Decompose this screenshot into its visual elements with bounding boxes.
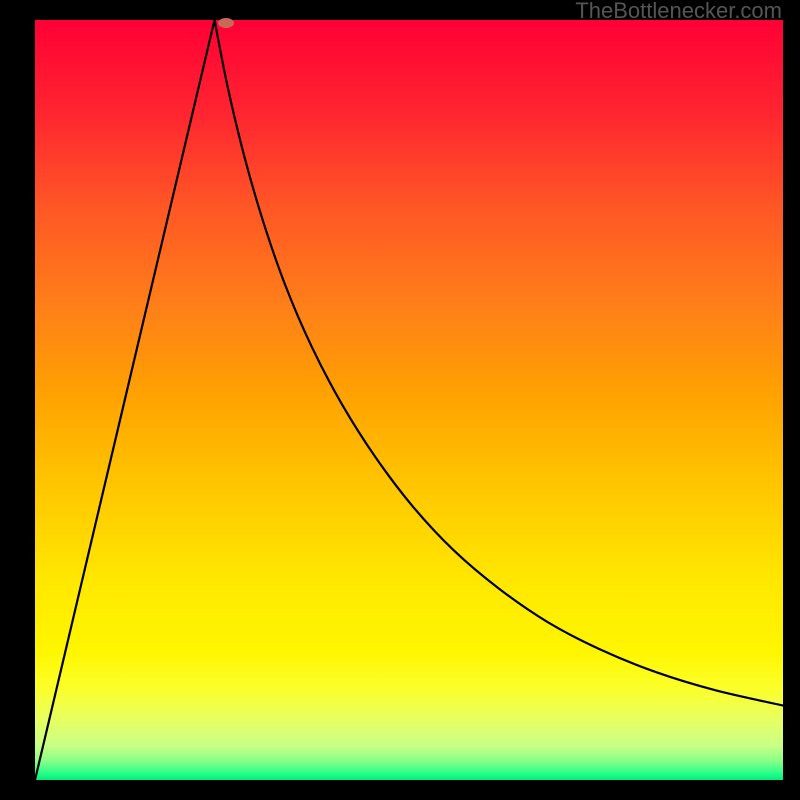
chart-frame: TheBottlenecker.com [0, 0, 800, 800]
watermark-text: TheBottlenecker.com [575, 0, 782, 24]
curve-layer [35, 20, 783, 780]
optimum-marker [218, 18, 234, 28]
plot-area [35, 20, 783, 780]
bottleneck-curve [35, 20, 783, 780]
